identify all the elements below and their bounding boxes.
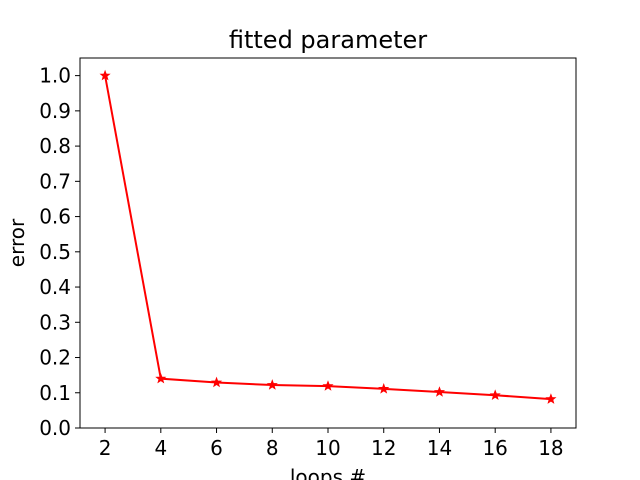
x-tick-label: 8 bbox=[266, 436, 279, 460]
x-tick-label: 14 bbox=[427, 436, 452, 460]
x-tick-label: 16 bbox=[482, 436, 507, 460]
x-tick-label: 4 bbox=[154, 436, 167, 460]
x-tick-label: 10 bbox=[315, 436, 340, 460]
x-tick-label: 2 bbox=[99, 436, 112, 460]
x-tick-label: 6 bbox=[210, 436, 223, 460]
y-tick-label: 0.2 bbox=[39, 346, 71, 370]
series-layer bbox=[99, 69, 557, 404]
x-axis-label: loops # bbox=[290, 465, 366, 480]
y-tick-label: 0.9 bbox=[39, 99, 71, 123]
y-tick-label: 0.7 bbox=[39, 169, 71, 193]
chart-title: fitted parameter bbox=[229, 26, 427, 54]
data-point bbox=[433, 386, 446, 397]
y-tick-label: 1.0 bbox=[39, 64, 71, 88]
y-tick-label: 0.1 bbox=[39, 381, 71, 405]
y-tick-label: 0.3 bbox=[39, 310, 71, 334]
x-tick-label: 18 bbox=[538, 436, 563, 460]
y-tick-label: 0.0 bbox=[39, 416, 71, 440]
y-tick-label: 0.4 bbox=[39, 275, 71, 299]
y-tick-label: 0.8 bbox=[39, 134, 71, 158]
y-tick-label: 0.5 bbox=[39, 240, 71, 264]
y-axis-label: error bbox=[5, 218, 29, 267]
data-point bbox=[155, 372, 167, 384]
data-point bbox=[210, 376, 223, 388]
plot-frame bbox=[79, 57, 577, 429]
x-axis: 2 4 6 8 10 12 14 16 18 bbox=[99, 428, 564, 460]
y-axis: 0.0 0.1 0.2 0.3 0.4 0.5 0.6 0.7 0.8 0.9 1.0 bbox=[39, 64, 80, 440]
data-point bbox=[489, 389, 501, 400]
data-point bbox=[545, 393, 557, 404]
y-tick-label: 0.6 bbox=[39, 205, 71, 229]
data-point bbox=[322, 380, 334, 391]
plot-area bbox=[79, 57, 577, 429]
data-point bbox=[99, 69, 111, 81]
x-tick-label: 12 bbox=[371, 436, 396, 460]
data-point bbox=[266, 379, 278, 390]
data-point bbox=[378, 383, 390, 394]
